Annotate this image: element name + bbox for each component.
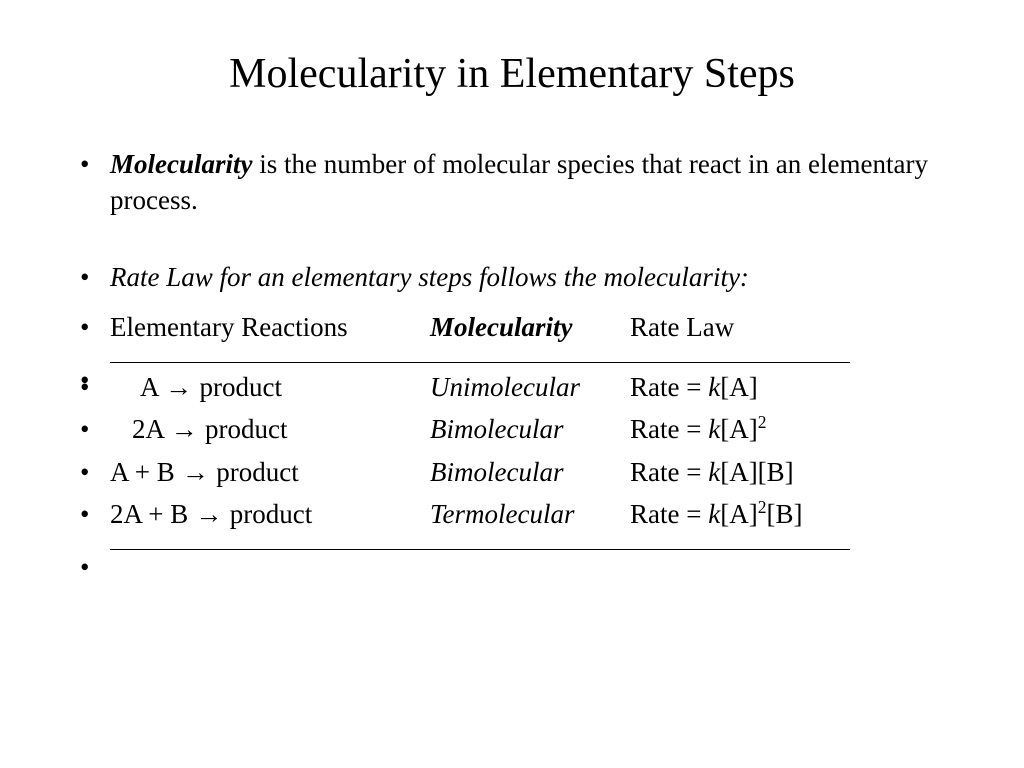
header-molecularity: Molecularity [430, 309, 630, 345]
reaction-cell: A + B → product [110, 454, 430, 490]
slide-title: Molecularity in Elementary Steps [70, 50, 954, 98]
rate-cell: Rate = k[A]2[B] [630, 496, 954, 532]
rule-top [70, 362, 954, 363]
arrow-icon: → [182, 454, 210, 490]
molecularity-cell: Bimolecular [430, 411, 630, 447]
table-header-row: Elementary Reactions Molecularity Rate L… [70, 309, 954, 345]
table-row: 2A + B → product Termolecular Rate = k[A… [70, 496, 954, 532]
ratelaw-intro-text: Rate Law for an elementary steps follows… [110, 262, 749, 292]
table-row: A + B → product Bimolecular Rate = k[A][… [70, 454, 954, 490]
rate-cell: Rate = k[A] [630, 369, 954, 405]
table-row: A → product Unimolecular Rate = k[A] [70, 369, 954, 405]
ratelaw-intro-bullet: Rate Law for an elementary steps follows… [70, 259, 954, 295]
arrow-icon: → [195, 496, 223, 532]
reaction-cell: 2A + B → product [110, 496, 430, 532]
arrow-icon: → [165, 369, 193, 405]
rate-cell: Rate = k[A][B] [630, 454, 954, 490]
bullet-list: Molecularity is the number of molecular … [70, 146, 954, 550]
header-reactions: Elementary Reactions [110, 309, 430, 345]
molecularity-cell: Bimolecular [430, 454, 630, 490]
molecularity-cell: Termolecular [430, 496, 630, 532]
reaction-cell: A → product [110, 369, 430, 405]
term-molecularity: Molecularity [110, 149, 253, 179]
spacer [70, 225, 954, 253]
reaction-cell: 2A → product [110, 411, 430, 447]
rate-cell: Rate = k[A]2 [630, 411, 954, 447]
molecularity-cell: Unimolecular [430, 369, 630, 405]
arrow-icon: → [170, 411, 198, 447]
definition-bullet: Molecularity is the number of molecular … [70, 146, 954, 219]
table-row: 2A → product Bimolecular Rate = k[A]2 [70, 411, 954, 447]
header-ratelaw: Rate Law [630, 309, 954, 345]
rule-bottom [70, 549, 954, 550]
